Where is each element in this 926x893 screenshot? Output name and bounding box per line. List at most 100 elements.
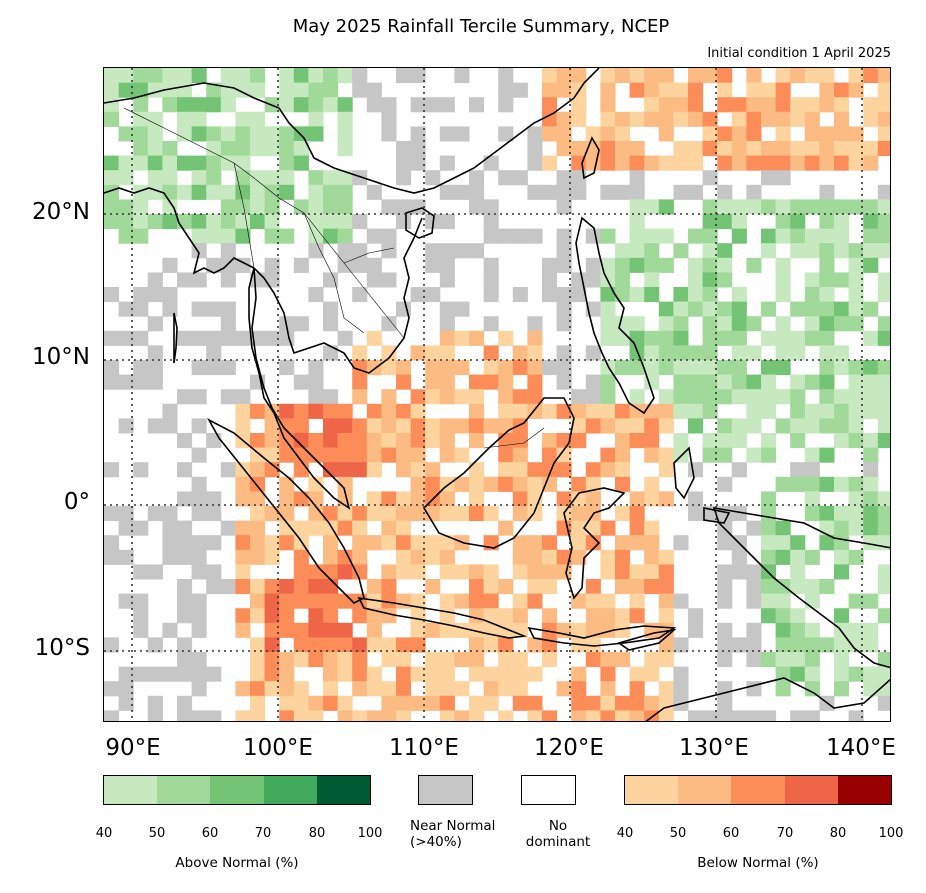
tercile-cell	[308, 199, 324, 215]
tercile-cell	[206, 491, 222, 507]
tercile-cell	[512, 622, 528, 638]
map-title: May 2025 Rainfall Tercile Summary, NCEP	[292, 16, 670, 37]
tercile-cell	[279, 228, 295, 244]
tercile-cell	[293, 316, 309, 332]
tercile-cell	[323, 316, 339, 332]
tercile-cell	[366, 97, 382, 113]
tercile-cell	[410, 535, 426, 551]
tercile-cell	[352, 549, 368, 565]
tercile-cell	[323, 272, 339, 288]
tercile-cell	[804, 637, 820, 653]
tercile-cell	[235, 491, 251, 507]
tercile-cell	[366, 666, 382, 682]
tercile-cell	[352, 681, 368, 697]
tercile-cell	[147, 637, 163, 653]
tercile-cell	[775, 97, 791, 113]
tercile-cell	[250, 111, 266, 127]
tercile-cell	[191, 506, 207, 522]
tercile-cell	[279, 170, 295, 186]
tercile-cell	[133, 287, 149, 303]
tercile-cell	[352, 564, 368, 580]
tercile-cell	[717, 579, 733, 595]
tercile-cell	[761, 403, 777, 419]
tercile-cell	[396, 462, 412, 478]
tercile-cell	[629, 257, 645, 273]
tercile-cell	[454, 593, 470, 609]
tercile-cell	[863, 360, 879, 376]
tercile-cell	[454, 622, 470, 638]
tercile-cell	[308, 652, 324, 668]
tercile-cell	[819, 287, 835, 303]
tercile-cell	[658, 579, 674, 595]
tercile-cell	[191, 126, 207, 142]
tercile-cell	[425, 622, 441, 638]
tercile-cell	[629, 389, 645, 405]
tercile-cell	[556, 374, 572, 390]
tercile-cell	[337, 243, 353, 259]
tercile-cell	[775, 389, 791, 405]
tercile-cell	[819, 447, 835, 463]
tercile-cell	[469, 433, 485, 449]
tercile-cell	[834, 681, 850, 697]
tercile-cell	[162, 535, 178, 551]
tercile-cell	[220, 316, 236, 332]
tercile-cell	[644, 549, 660, 565]
tercile-cell	[615, 433, 631, 449]
tercile-cell	[308, 520, 324, 536]
tercile-cell	[600, 97, 616, 113]
tercile-cell	[527, 462, 543, 478]
tercile-cell	[381, 681, 397, 697]
tercile-cell	[235, 403, 251, 419]
tercile-cell	[250, 535, 266, 551]
tercile-cell	[761, 652, 777, 668]
tercile-cell	[512, 287, 528, 303]
tercile-cell	[761, 111, 777, 127]
tercile-cell	[250, 579, 266, 595]
tercile-cell	[585, 228, 601, 244]
tercile-cell	[731, 374, 747, 390]
tercile-cell	[512, 666, 528, 682]
tercile-cell	[644, 579, 660, 595]
tercile-cell	[702, 126, 718, 142]
tercile-cell	[469, 695, 485, 711]
tercile-cell	[381, 418, 397, 434]
tercile-cell	[498, 637, 514, 653]
tercile-cell	[439, 257, 455, 273]
tercile-cell	[337, 126, 353, 142]
tercile-cell	[658, 126, 674, 142]
tercile-cell	[848, 316, 864, 332]
tercile-cell	[439, 593, 455, 609]
tercile-cell	[498, 403, 514, 419]
coastline-philippines	[575, 216, 655, 415]
tercile-cell	[834, 433, 850, 449]
tercile-cell	[264, 622, 280, 638]
tercile-cell	[804, 579, 820, 595]
tercile-cell	[206, 301, 222, 317]
tercile-cell	[585, 389, 601, 405]
tercile-cell	[323, 301, 339, 317]
tercile-cell	[600, 695, 616, 711]
tercile-cell	[425, 549, 441, 565]
tercile-cell	[731, 301, 747, 317]
tercile-cell	[556, 447, 572, 463]
tercile-cell	[863, 433, 879, 449]
tercile-cell	[293, 126, 309, 142]
tercile-cell	[863, 155, 879, 171]
tercile-cell	[279, 155, 295, 171]
tercile-cell	[381, 535, 397, 551]
tercile-cell	[498, 97, 514, 113]
tercile-cell	[600, 141, 616, 157]
tercile-cell	[571, 184, 587, 200]
tercile-cell	[235, 214, 251, 230]
tercile-cell	[177, 68, 193, 84]
tercile-cell	[644, 652, 660, 668]
tercile-cell	[790, 549, 806, 565]
tercile-cell	[556, 228, 572, 244]
tercile-cell	[220, 272, 236, 288]
tercile-cell	[366, 257, 382, 273]
tercile-cell	[571, 287, 587, 303]
tercile-cell	[585, 593, 601, 609]
tercile-cell	[191, 360, 207, 376]
tercile-cell	[264, 433, 280, 449]
tercile-cell	[469, 374, 485, 390]
